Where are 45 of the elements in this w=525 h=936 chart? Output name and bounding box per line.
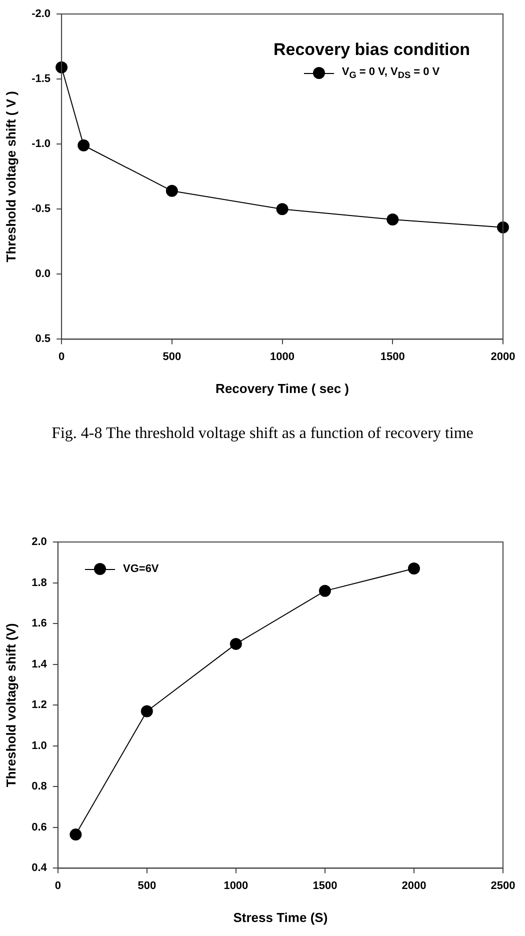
x-tick-label: 2500 [490, 880, 516, 892]
y-tick-label: 0.5 [35, 333, 51, 346]
caption: Fig. 4-8 The threshold voltage shift as a function of recovery time [50, 424, 474, 443]
y-tick-label: 0.4 [32, 862, 48, 874]
y-tick-label: -1.5 [32, 73, 51, 86]
y-tick-label: 0.8 [32, 780, 47, 793]
y-tick-label: 1.6 [32, 618, 47, 630]
y-tick-label: -2.0 [32, 8, 51, 20]
point [140, 705, 153, 718]
x-tick-label: 1000 [224, 880, 248, 892]
y-tick-label: 0.0 [35, 268, 51, 280]
x-tick-label: 500 [138, 880, 156, 892]
x-tick-label: 1500 [380, 350, 405, 363]
y-tick-label: 0.6 [32, 821, 47, 834]
point [56, 61, 68, 74]
point [497, 221, 509, 234]
point [276, 203, 288, 216]
y-axis-title: Threshold voltage shift ( V ) [3, 91, 18, 262]
y-tick-label: 1.4 [32, 658, 48, 670]
legend-label: V$_{G}$ = 0 V, V$_{DS}$ = 0 V [342, 66, 440, 80]
x-tick-label: 500 [162, 350, 182, 363]
x-tick-label: 1500 [312, 880, 338, 892]
point [408, 562, 420, 575]
point [230, 638, 242, 650]
x-tick-label: 1000 [270, 350, 295, 363]
x-axis-title: Stress Time (S) [233, 910, 328, 925]
point [386, 214, 399, 226]
y-tick-label: 1.0 [32, 740, 47, 752]
point [318, 584, 331, 597]
y-tick-label: -1.0 [32, 138, 51, 150]
legend-label: VG=6V [123, 563, 159, 575]
y-tick-label: -0.5 [32, 203, 51, 216]
y-tick-label: 1.2 [32, 699, 47, 712]
y-tick-label: 2.0 [32, 536, 47, 548]
x-tick-label: 2000 [402, 880, 426, 892]
y-axis-title: Threshold voltage shift (V) [3, 623, 18, 788]
x-tick-label: 0 [58, 350, 65, 363]
legend-title: Recovery bias condition [274, 40, 470, 60]
x-tick-label: 0 [54, 880, 61, 892]
x-tick-label: 2000 [490, 350, 516, 363]
point [70, 828, 82, 841]
x-axis-title: Recovery Time ( sec ) [216, 380, 350, 396]
y-tick-label: 1.8 [32, 576, 47, 589]
point [166, 184, 178, 197]
point [78, 139, 90, 152]
